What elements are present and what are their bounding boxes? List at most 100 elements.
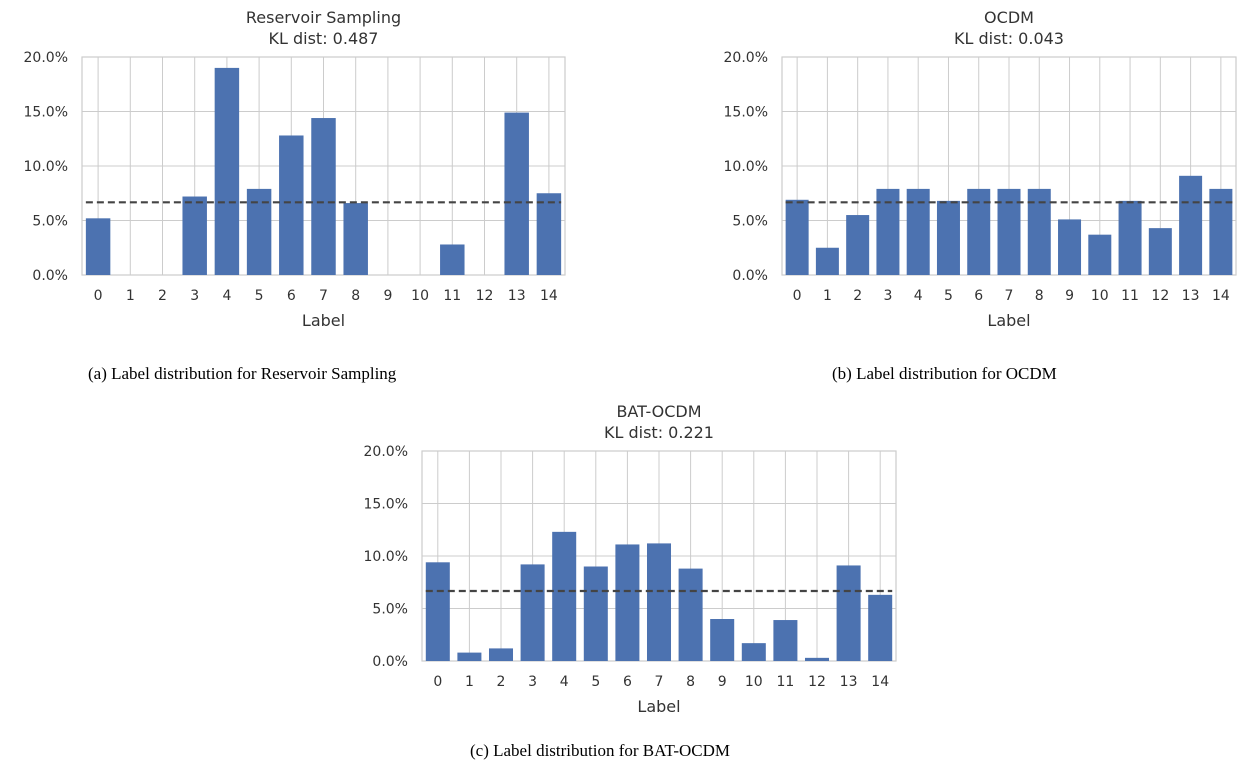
x-tick-label: 4 — [560, 674, 569, 690]
x-tick-label: 8 — [351, 288, 360, 304]
bar-label-4 — [214, 67, 240, 276]
y-tick-label: 20.0% — [364, 444, 408, 460]
x-tick-label: 12 — [808, 674, 826, 690]
x-tick-label: 7 — [655, 674, 664, 690]
bar-label-4 — [552, 531, 577, 661]
x-tick-label: 6 — [287, 288, 296, 304]
y-tick-label: 15.0% — [364, 497, 408, 513]
x-tick-label: 4 — [914, 288, 923, 304]
bar-label-5 — [936, 200, 960, 275]
bar-label-1 — [815, 247, 839, 275]
x-tick-label: 3 — [883, 288, 892, 304]
x-tick-label: 14 — [540, 288, 558, 304]
x-axis-label: Label — [637, 697, 680, 716]
x-axis-label: Label — [987, 311, 1030, 330]
x-tick-label: 0 — [433, 674, 442, 690]
bar-label-11 — [440, 244, 465, 275]
chart-panel-bat-ocdm: BAT-OCDM KL dist: 0.221 0.0% 5.0% 10.0% 15.0%… — [330, 386, 930, 726]
bar-label-0 — [85, 218, 111, 275]
bar-label-13 — [504, 112, 529, 275]
bar-label-10 — [1088, 234, 1112, 275]
bar-label-7 — [311, 118, 336, 275]
bar-label-1 — [457, 652, 482, 661]
chart-panel-reservoir-sampling: Reservoir Sampling KL dist: 0.487 0.0% 5.0%… — [0, 0, 600, 350]
bar-label-6 — [967, 188, 991, 275]
x-tick-label: 12 — [476, 288, 494, 304]
x-tick-label: 9 — [383, 288, 392, 304]
x-tick-label: 2 — [853, 288, 862, 304]
bar-label-5 — [583, 566, 608, 661]
x-axis-label: Label — [302, 311, 345, 330]
x-tick-label: 5 — [944, 288, 953, 304]
x-tick-label: 11 — [776, 674, 794, 690]
bar-label-4 — [906, 188, 930, 275]
bar-label-14 — [868, 594, 893, 661]
x-tick-label: 12 — [1151, 288, 1169, 304]
x-tick-label: 7 — [319, 288, 328, 304]
x-tick-label: 5 — [591, 674, 600, 690]
bar-label-11 — [1118, 200, 1142, 275]
chart-subtitle: KL dist: 0.221 — [604, 423, 714, 442]
bar-chart-reservoir-sampling: Reservoir Sampling KL dist: 0.487 0.0% 5.0%… — [24, 8, 566, 330]
bar-label-14 — [536, 193, 562, 275]
bar-label-11 — [773, 620, 798, 661]
bar-label-13 — [1179, 175, 1203, 275]
x-tick-label: 5 — [255, 288, 264, 304]
chart-subtitle: KL dist: 0.487 — [269, 29, 379, 48]
y-tick-label: 0.0% — [732, 268, 768, 284]
x-tick-label: 8 — [1035, 288, 1044, 304]
x-tick-label: 14 — [1212, 288, 1230, 304]
bar-label-8 — [1027, 188, 1051, 275]
chart-subtitle: KL dist: 0.043 — [954, 29, 1064, 48]
bar-label-2 — [846, 215, 870, 275]
bar-label-8 — [343, 203, 368, 275]
figure-caption-b: (b) Label distribution for OCDM — [832, 364, 1057, 383]
y-tick-label: 10.0% — [724, 159, 768, 175]
x-tick-label: 3 — [528, 674, 537, 690]
x-tick-label: 1 — [823, 288, 832, 304]
x-tick-label: 2 — [497, 674, 506, 690]
x-tick-label: 11 — [1121, 288, 1139, 304]
y-tick-label: 5.0% — [732, 214, 768, 230]
x-tick-label: 6 — [974, 288, 983, 304]
bar-label-12 — [1148, 228, 1172, 275]
y-tick-label: 20.0% — [24, 50, 68, 66]
bar-label-7 — [997, 188, 1021, 275]
bar-label-8 — [678, 568, 703, 661]
bar-chart-ocdm: OCDM KL dist: 0.043 0.0% 5.0% 10.0% 15.0% 20.0… — [724, 8, 1237, 330]
x-tick-label: 4 — [222, 288, 231, 304]
x-tick-label: 9 — [1065, 288, 1074, 304]
y-tick-label: 5.0% — [32, 214, 68, 230]
chart-title: Reservoir Sampling — [246, 8, 401, 27]
x-tick-label: 6 — [623, 674, 632, 690]
x-tick-label: 13 — [508, 288, 526, 304]
bar-label-7 — [646, 543, 672, 661]
x-tick-label: 2 — [158, 288, 167, 304]
y-tick-label: 0.0% — [32, 268, 68, 284]
x-tick-label: 13 — [1182, 288, 1200, 304]
x-tick-label: 1 — [465, 674, 474, 690]
bar-label-3 — [520, 564, 545, 661]
bar-label-3 — [876, 188, 900, 275]
x-tick-label: 10 — [745, 674, 763, 690]
y-tick-label: 20.0% — [724, 50, 768, 66]
y-tick-label: 0.0% — [372, 654, 408, 670]
chart-title: OCDM — [984, 8, 1034, 27]
chart-panel-ocdm: OCDM KL dist: 0.043 0.0% 5.0% 10.0% 15.0% 20.0… — [680, 0, 1253, 350]
bar-label-12 — [804, 657, 830, 661]
x-tick-label: 8 — [686, 674, 695, 690]
x-tick-label: 7 — [1005, 288, 1014, 304]
x-tick-label: 3 — [190, 288, 199, 304]
bar-label-3 — [182, 196, 207, 275]
figure-caption-a: (a) Label distribution for Reservoir Sam… — [88, 364, 397, 383]
y-tick-label: 15.0% — [24, 105, 68, 121]
bar-label-6 — [615, 544, 640, 661]
y-tick-label: 10.0% — [24, 159, 68, 175]
bar-label-9 — [710, 619, 735, 661]
bar-label-10 — [741, 643, 766, 661]
x-tick-label: 13 — [840, 674, 858, 690]
figure-caption-c: (c) Label distribution for BAT-OCDM — [470, 741, 731, 760]
chart-title: BAT-OCDM — [616, 402, 701, 421]
x-tick-label: 14 — [871, 674, 889, 690]
y-tick-label: 15.0% — [724, 105, 768, 121]
